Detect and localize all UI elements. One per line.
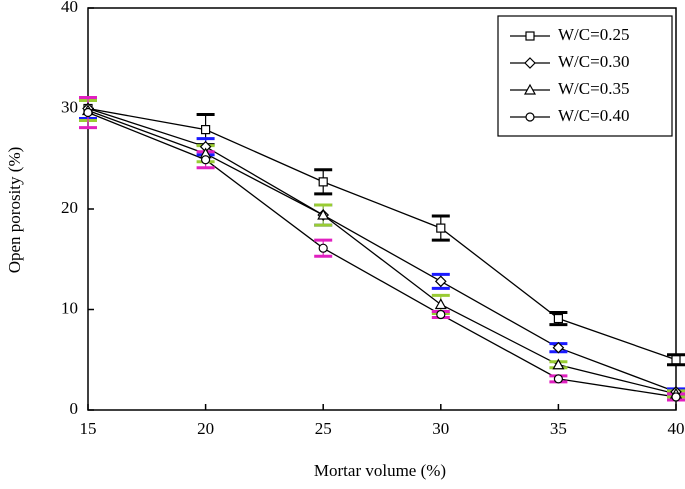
marker	[434, 298, 447, 310]
y-tick-label: 40	[61, 0, 78, 16]
marker	[436, 309, 446, 320]
marker	[524, 57, 536, 69]
x-tick-label: 35	[550, 419, 567, 438]
legend-label: W/C=0.35	[558, 79, 629, 98]
x-tick-label: 30	[432, 419, 449, 438]
y-tick-label: 30	[61, 97, 78, 116]
y-tick-label: 0	[70, 399, 79, 418]
legend-label: W/C=0.40	[558, 106, 629, 125]
series-line	[87, 107, 677, 361]
marker	[318, 177, 328, 187]
marker	[201, 155, 211, 165]
y-tick-label: 20	[61, 198, 78, 217]
marker	[525, 31, 535, 41]
marker	[83, 107, 93, 118]
series-line	[87, 111, 677, 398]
marker	[553, 313, 564, 324]
marker	[671, 355, 681, 365]
marker	[201, 125, 211, 135]
marker	[552, 358, 565, 370]
marker	[523, 83, 537, 95]
marker	[671, 392, 681, 402]
series-line	[87, 107, 677, 393]
x-axis-label: Mortar volume (%)	[314, 461, 446, 480]
marker	[317, 208, 330, 220]
x-tick-label: 15	[80, 419, 97, 438]
x-tick-label: 20	[197, 419, 214, 438]
y-tick-label: 10	[61, 298, 78, 317]
marker	[434, 275, 447, 288]
y-axis-label: Open porosity (%)	[5, 147, 24, 274]
marker	[553, 374, 564, 384]
marker	[525, 112, 535, 122]
x-tick-label: 40	[668, 419, 685, 438]
legend-label: W/C=0.30	[558, 52, 629, 71]
series-line	[87, 109, 677, 395]
legend-label: W/C=0.25	[558, 25, 629, 44]
x-tick-label: 25	[315, 419, 332, 438]
marker	[436, 223, 446, 233]
marker	[318, 243, 328, 253]
marker	[552, 341, 565, 354]
